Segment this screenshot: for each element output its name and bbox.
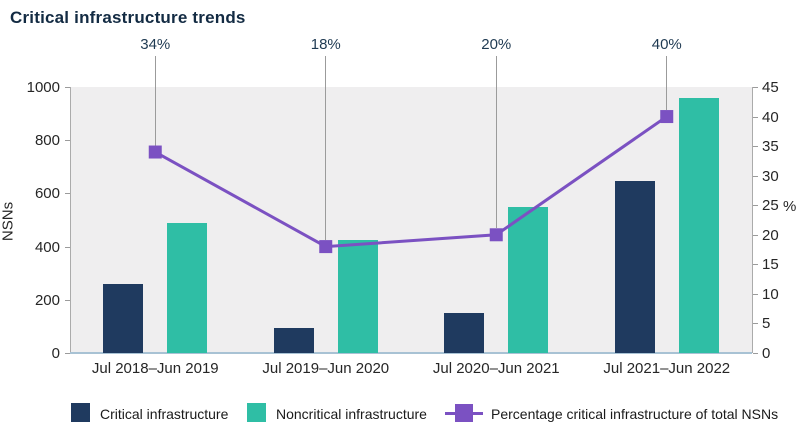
- bar-noncritical: [508, 206, 549, 353]
- legend-swatch-critical: [71, 403, 90, 422]
- bar-critical: [614, 181, 655, 353]
- percentage-annotation: 34%: [140, 36, 171, 53]
- right-axis-tick: [753, 353, 758, 354]
- bottom-axis-line: [70, 352, 752, 354]
- left-axis-tick: [65, 246, 70, 248]
- annotation-leader-line: [495, 56, 497, 229]
- legend-square-marker-icon: [455, 404, 473, 422]
- chart-title: Critical infrastructure trends: [10, 8, 246, 27]
- right-axis-tick-label: 0: [762, 345, 771, 362]
- left-axis-tick: [65, 353, 70, 354]
- left-axis-tick: [65, 140, 70, 142]
- right-axis-tick: [753, 323, 758, 325]
- left-axis-tick: [65, 87, 70, 88]
- x-axis-category-label: Jul 2021–Jun 2022: [603, 360, 731, 377]
- percentage-annotation: 18%: [310, 36, 341, 53]
- right-axis-tick-label: 35: [762, 138, 779, 156]
- right-axis-tick: [753, 205, 758, 207]
- legend-label-noncritical: Noncritical infrastructure: [276, 406, 427, 422]
- right-axis-tick: [753, 293, 758, 295]
- bar-critical: [103, 283, 144, 353]
- legend-swatch-noncritical: [247, 403, 266, 422]
- bar-noncritical: [337, 239, 378, 353]
- left-axis-tick-label: 1000: [26, 79, 60, 96]
- right-axis-tick: [753, 146, 758, 148]
- legend-label-critical: Critical infrastructure: [100, 406, 229, 422]
- left-axis-line: [70, 87, 71, 353]
- right-axis-line: [752, 87, 753, 353]
- left-axis-title: NSNs: [0, 201, 17, 242]
- right-axis-tick: [753, 175, 758, 177]
- right-axis-tick: [753, 234, 758, 236]
- right-axis-tick: [753, 264, 758, 266]
- bar-noncritical: [167, 222, 208, 353]
- annotation-leader-line: [666, 56, 668, 111]
- left-axis-tick-label: 0: [51, 345, 60, 362]
- left-axis-tick-label: 200: [34, 291, 60, 309]
- bar-noncritical: [678, 97, 719, 353]
- percentage-annotation: 20%: [481, 36, 512, 53]
- percentage-annotation: 40%: [651, 36, 682, 53]
- left-axis-tick-label: 400: [34, 238, 60, 256]
- right-axis-tick-label: 15: [762, 256, 779, 274]
- right-axis-tick-label: 40: [762, 108, 779, 126]
- bar-critical: [444, 313, 485, 353]
- right-axis-tick-label: 5: [762, 315, 771, 333]
- left-axis-tick: [65, 193, 70, 195]
- right-axis-tick: [753, 87, 758, 88]
- x-axis-category-label: Jul 2019–Jun 2020: [262, 360, 390, 377]
- left-axis-tick-label: 800: [34, 132, 60, 150]
- x-axis-category-label: Jul 2018–Jun 2019: [91, 360, 219, 377]
- right-axis-tick-label: 30: [762, 167, 779, 185]
- right-axis-tick-label: 20: [762, 226, 779, 244]
- x-axis-category-label: Jul 2020–Jun 2021: [432, 360, 560, 377]
- annotation-leader-line: [325, 56, 327, 241]
- left-axis-tick-label: 600: [34, 185, 60, 203]
- right-axis-tick-label: 45: [762, 79, 779, 96]
- left-axis-tick: [65, 299, 70, 301]
- right-axis-tick-label: 10: [762, 285, 779, 303]
- bar-critical: [273, 327, 314, 353]
- right-axis-tick: [753, 116, 758, 118]
- right-axis-tick-label: 25: [762, 197, 779, 215]
- annotation-leader-line: [154, 56, 156, 146]
- right-axis-title: %: [783, 198, 797, 215]
- legend-label-percentage: Percentage critical infrastructure of to…: [491, 406, 779, 422]
